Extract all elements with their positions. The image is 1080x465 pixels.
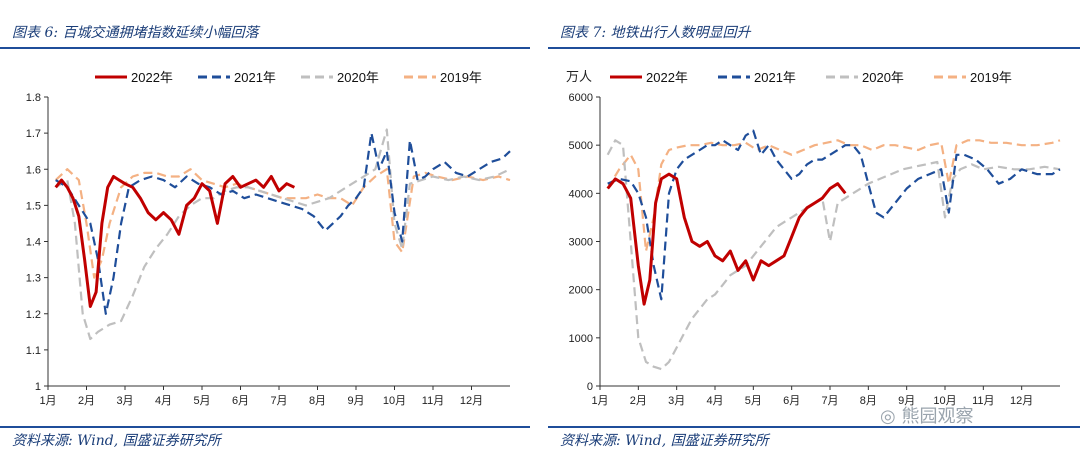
series-line-2022年 <box>54 175 296 308</box>
right-chart-panel: 图表 7: 地铁出行人数明显回升 0 1000 2000 3000 4000 5000 60… <box>548 0 1080 465</box>
watermark-text: 熊园观察 <box>901 406 974 427</box>
y-tick-label: 1.8 <box>26 92 41 104</box>
x-tick-label: 12月 <box>460 395 483 407</box>
legend-label: 2019年 <box>970 70 1012 85</box>
title-divider <box>548 47 1080 49</box>
y-tick-label: 6000 <box>569 92 593 104</box>
traffic-congestion-chart: 1 1.1 1.2 1.3 1.4 1.5 1.6 1.7 1.8 1月 2月 3月 4月 5月 6月 7月 8… <box>26 70 511 407</box>
x-tick-label: 10月 <box>933 395 956 407</box>
x-tick-label: 6月 <box>232 395 249 407</box>
left-chart-panel: 图表 6: 百城交通拥堵指数延续小幅回落 1 1.1 1.2 1.3 1.4 1.5 1.6… <box>0 0 530 465</box>
y-tick-label: 1.5 <box>26 200 41 212</box>
chart-source: 资料来源: Wind, 国盛证券研究所 <box>560 433 769 449</box>
series-line-2021年 <box>607 129 1061 301</box>
x-tick-label: 6月 <box>783 395 800 407</box>
x-tick-label: 8月 <box>309 395 326 407</box>
legend-label: 2020年 <box>337 70 379 85</box>
y-tick-label: 4000 <box>569 188 593 200</box>
x-tick-label: 5月 <box>193 395 210 407</box>
legend-label: 2021年 <box>234 70 276 85</box>
y-tick-label: 0 <box>587 381 593 393</box>
chart-title: 图表 6: 百城交通拥堵指数延续小幅回落 <box>12 25 259 41</box>
y-tick-label: 1.7 <box>26 128 41 140</box>
wechat-icon: ◎ <box>880 406 896 427</box>
series-line-2019年 <box>606 139 1061 253</box>
source-divider <box>0 426 530 428</box>
y-tick-label: 1 <box>35 381 41 393</box>
x-tick-label: 3月 <box>668 395 685 407</box>
x-tick-label: 11月 <box>972 395 994 407</box>
x-tick-label: 5月 <box>745 395 762 407</box>
y-tick-label: 1.4 <box>26 237 41 249</box>
x-tick-label: 2月 <box>630 395 647 407</box>
y-unit-label: 万人 <box>566 69 592 84</box>
legend-label: 2022年 <box>646 70 688 85</box>
series-line-2022年 <box>606 172 847 306</box>
y-tick-label: 5000 <box>569 140 593 152</box>
x-tick-label: 10月 <box>383 395 406 407</box>
x-tick-label: 12月 <box>1010 395 1033 407</box>
y-tick-label: 1000 <box>569 333 593 345</box>
x-tick-label: 1月 <box>591 395 608 407</box>
x-tick-label: 4月 <box>155 395 172 407</box>
y-tick-label: 1.1 <box>26 345 41 357</box>
legend-label: 2019年 <box>440 70 482 85</box>
chart-source: 资料来源: Wind, 国盛证券研究所 <box>12 433 221 449</box>
y-tick-label: 1.3 <box>26 273 41 285</box>
series-line-2020年 <box>606 139 1061 371</box>
x-tick-label: 4月 <box>706 395 723 407</box>
x-tick-label: 11月 <box>422 395 444 407</box>
x-tick-label: 3月 <box>116 395 133 407</box>
series-line-2021年 <box>55 132 511 315</box>
legend-label: 2021年 <box>754 70 796 85</box>
y-tick-label: 1.2 <box>26 309 41 321</box>
x-tick-label: 9月 <box>347 395 364 407</box>
wechat-watermark: ◎ 熊园观察 <box>880 402 1060 438</box>
title-divider <box>0 47 530 49</box>
y-tick-label: 2000 <box>569 285 593 297</box>
legend-label: 2022年 <box>131 70 173 85</box>
x-tick-label: 1月 <box>39 395 56 407</box>
chart-title: 图表 7: 地铁出行人数明显回升 <box>560 25 751 41</box>
source-divider <box>548 426 1080 428</box>
x-tick-label: 8月 <box>860 395 877 407</box>
x-tick-label: 2月 <box>78 395 95 407</box>
x-tick-label: 7月 <box>821 395 838 407</box>
subway-ridership-chart: 0 1000 2000 3000 4000 5000 6000 1月 2月 3月 4月 5月 6月 7月 8… <box>566 69 1061 407</box>
legend-label: 2020年 <box>862 70 904 85</box>
y-tick-label: 1.6 <box>26 164 41 176</box>
x-tick-label: 7月 <box>270 395 287 407</box>
x-tick-label: 9月 <box>898 395 915 407</box>
y-tick-label: 3000 <box>569 237 593 249</box>
series-line-2020年 <box>55 128 511 341</box>
